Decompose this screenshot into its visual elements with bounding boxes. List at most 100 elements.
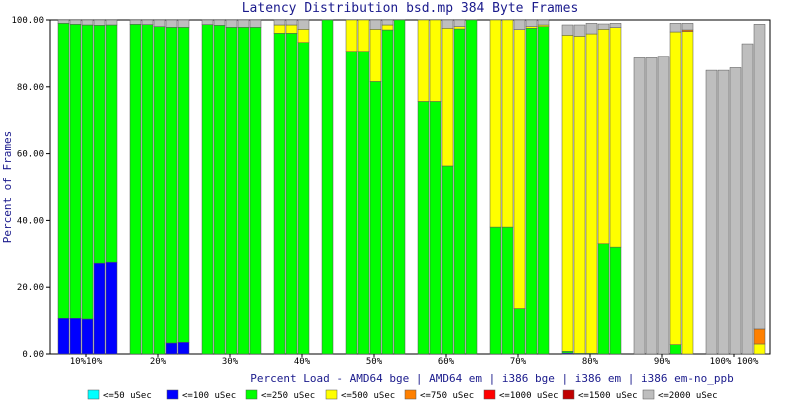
bar-segment (273, 19, 286, 26)
x-tick-label: 50% (366, 357, 383, 367)
bar-segment (585, 23, 598, 35)
bar-segment (57, 19, 70, 24)
bar-segment (429, 101, 442, 355)
bar-segment (585, 33, 598, 354)
bar-segment (165, 342, 178, 355)
y-axis-title: Percent of Frames (1, 131, 14, 244)
x-tick-label: 10%10% (70, 357, 103, 367)
bar-segment (321, 19, 334, 355)
bar-segment (141, 19, 154, 25)
bar-segment (669, 344, 682, 355)
legend-swatch (166, 389, 179, 400)
bar-segment (57, 318, 70, 355)
bar-segment (369, 19, 382, 30)
bar-segment (753, 328, 766, 345)
bar-segment (513, 19, 526, 30)
legend-swatch (325, 389, 338, 400)
x-tick-label: 30% (222, 357, 239, 367)
legend-swatch (483, 389, 496, 400)
bar-segment (129, 24, 142, 355)
bar-segment (297, 42, 310, 355)
legend-label: <=500 uSec (341, 391, 395, 400)
bar-segment (297, 19, 310, 30)
legend-swatch (87, 389, 100, 400)
bar-segment (393, 19, 406, 355)
y-tick-label: 100.00 (11, 16, 44, 26)
bar-segment (81, 19, 94, 26)
bar-segment (525, 28, 538, 355)
bar-segment (561, 351, 574, 354)
bar-segment (597, 243, 610, 355)
bar-segment (465, 19, 478, 355)
bar-layer (57, 19, 766, 355)
bar-segment (573, 36, 586, 354)
bar-segment (297, 29, 310, 43)
bar-segment (177, 27, 190, 343)
bar-segment (657, 56, 670, 355)
bar-segment (609, 27, 622, 248)
bar-segment (105, 19, 118, 26)
bar-segment (285, 24, 298, 34)
bar-segment (453, 19, 466, 27)
bar-segment (225, 27, 238, 355)
bar-segment (717, 69, 730, 355)
legend: <=50 uSec <=100 uSec <=250 uSec <=500 uSec <… (87, 389, 718, 400)
bar-segment (525, 19, 538, 27)
bar-segment (681, 23, 694, 31)
bar-segment (441, 28, 454, 167)
bar-segment (213, 25, 226, 355)
bar-segment (489, 226, 502, 355)
bar-segment (417, 101, 430, 355)
bar-segment (201, 24, 214, 355)
bar-segment (753, 24, 766, 330)
bar-segment (501, 226, 514, 355)
bar-segment (441, 165, 454, 355)
bar-segment (285, 19, 298, 26)
bar-segment (369, 81, 382, 355)
x-tick-label: 80% (582, 357, 599, 367)
x-tick-label: 60% (438, 357, 455, 367)
bar-segment (597, 29, 610, 245)
bar-segment (249, 27, 262, 355)
bar-segment (57, 23, 70, 319)
x-axis: 10%10% 20% 30% 40% 50% 60% 70% 80% 90% 100% 100% (70, 354, 759, 367)
bar-segment (105, 261, 118, 355)
bar-segment (537, 26, 550, 355)
x-tick-label: 40% (294, 357, 311, 367)
x-tick-label: 100% 100% (710, 357, 759, 367)
x-tick-label: 90% (654, 357, 671, 367)
bar-segment (345, 51, 358, 355)
bar-segment (177, 342, 190, 355)
legend-label: <=1500 uSec (578, 391, 638, 400)
bar-segment (69, 318, 82, 355)
bar-segment (705, 69, 718, 355)
bar-segment (537, 24, 550, 27)
legend-label: <=750 uSec (420, 391, 474, 400)
plot-area (49, 19, 771, 355)
bar-segment (153, 26, 166, 355)
bar-segment (513, 29, 526, 309)
y-tick-label: 0.00 (22, 350, 44, 360)
legend-label: <=1000 uSec (499, 391, 559, 400)
bar-segment (537, 19, 550, 26)
bar-segment (129, 19, 142, 25)
legend-swatch (404, 389, 417, 400)
bar-segment (93, 19, 106, 26)
bar-segment (741, 43, 754, 355)
bar-segment (609, 246, 622, 355)
bar-segment (489, 19, 502, 228)
bar-segment (681, 31, 694, 355)
x-axis-title: Percent Load - AMD64 bge | AMD64 em | i3… (250, 372, 733, 385)
bar-segment (105, 24, 118, 263)
bar-segment (573, 24, 586, 37)
bar-segment (501, 19, 514, 228)
x-tick-label: 70% (510, 357, 527, 367)
legend-swatch (562, 389, 575, 400)
bar-segment (357, 51, 370, 355)
legend-label: <=250 uSec (261, 391, 315, 400)
bar-segment (669, 23, 682, 33)
bar-segment (381, 24, 394, 31)
bar-segment (237, 27, 250, 355)
bar-segment (369, 29, 382, 82)
legend-label: <=100 uSec (182, 391, 236, 400)
